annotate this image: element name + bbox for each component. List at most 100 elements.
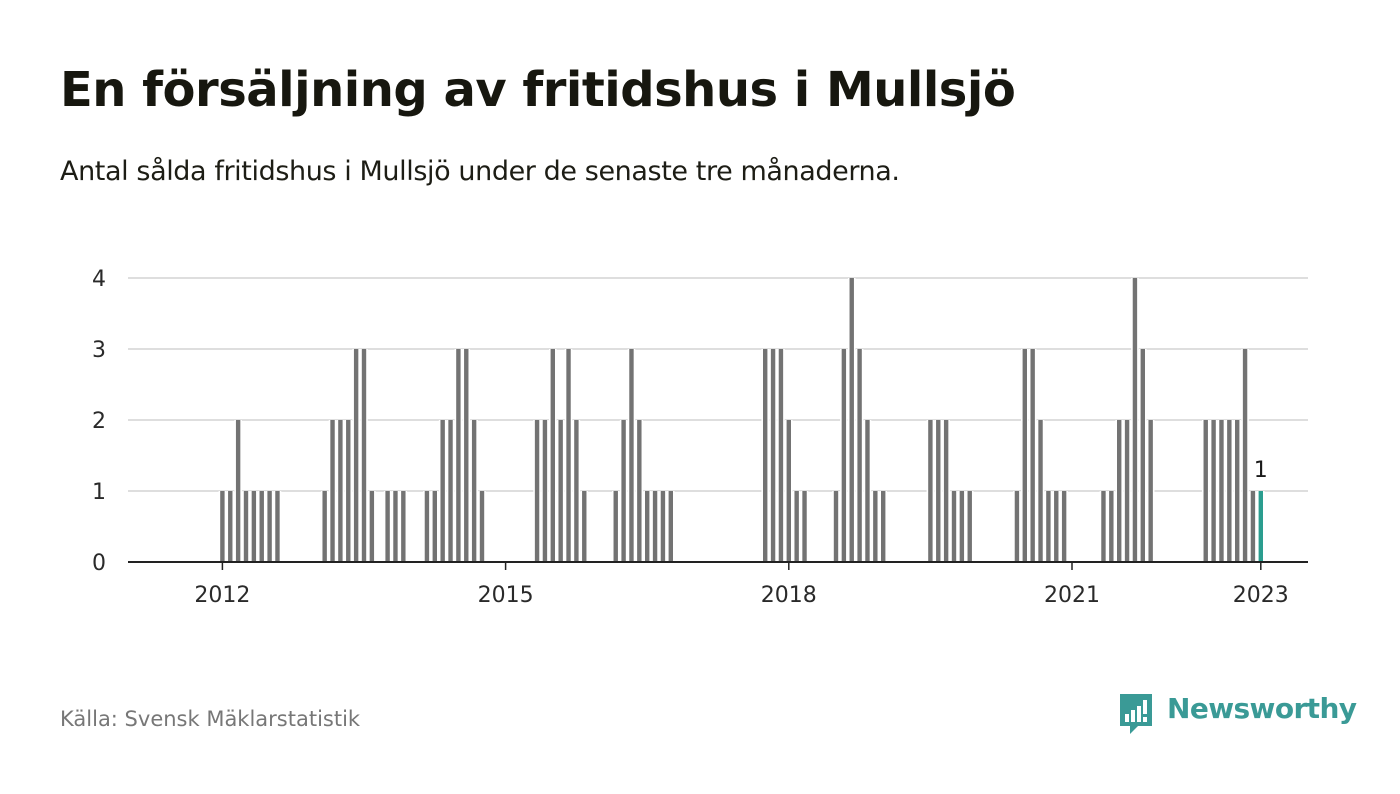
- bar: [763, 349, 768, 562]
- bar: [1148, 420, 1153, 562]
- bar: [1054, 491, 1059, 562]
- bar: [259, 491, 264, 562]
- bar: [613, 491, 618, 562]
- bar: [424, 491, 430, 562]
- bar: [1046, 491, 1051, 562]
- bar: [936, 420, 941, 562]
- bar: [1219, 420, 1224, 562]
- brand-logo: Newsworthy: [1118, 690, 1358, 740]
- bar: [629, 349, 634, 562]
- bar: [881, 491, 886, 562]
- bar: [220, 491, 225, 562]
- bar: [668, 491, 673, 562]
- bar: [401, 491, 406, 562]
- bar: [943, 420, 949, 562]
- data-labels: 1: [1254, 458, 1268, 483]
- bar: [558, 420, 563, 562]
- bar: [1132, 278, 1138, 562]
- bar: [841, 349, 847, 562]
- y-tick-label: 1: [92, 480, 106, 505]
- bar: [786, 420, 791, 562]
- bar: [448, 420, 453, 562]
- data-label: 1: [1254, 458, 1268, 483]
- bar: [1014, 491, 1020, 562]
- y-tick-label: 2: [92, 409, 106, 434]
- bar: [1124, 420, 1130, 562]
- bar: [243, 491, 249, 562]
- bar: [1022, 349, 1027, 562]
- bar: [1235, 420, 1240, 562]
- bar: [1101, 491, 1106, 562]
- x-tick-label: 2023: [1233, 583, 1289, 608]
- bar: [456, 349, 461, 562]
- bar: [857, 349, 862, 562]
- bar: [1030, 349, 1035, 562]
- bar: [660, 491, 666, 562]
- bar: [369, 491, 375, 562]
- bar: [967, 491, 972, 562]
- x-tick-label: 2015: [478, 583, 534, 608]
- bar: [267, 491, 272, 562]
- bar: [1038, 420, 1043, 562]
- bar: [361, 349, 367, 562]
- bar: [849, 278, 854, 562]
- x-tick-label: 2018: [761, 583, 817, 608]
- bar: [1140, 349, 1145, 562]
- y-tick-label: 0: [92, 551, 106, 576]
- bar: [471, 420, 477, 562]
- chart-subtitle: Antal sålda fritidshus i Mullsjö under d…: [60, 156, 900, 187]
- bar: [1109, 491, 1114, 562]
- bar: [574, 420, 579, 562]
- brand-name: Newsworthy: [1167, 692, 1357, 725]
- bar: [464, 349, 469, 562]
- bar: [479, 491, 485, 562]
- bar: [385, 491, 390, 562]
- bar: [440, 420, 445, 562]
- bar: [833, 491, 839, 562]
- bar: [770, 349, 776, 562]
- bar: [432, 491, 437, 562]
- x-tick-label: 2021: [1044, 583, 1100, 608]
- bar: [865, 420, 870, 562]
- bar: [1227, 420, 1232, 562]
- bar: [1203, 420, 1208, 562]
- bar: [802, 491, 807, 562]
- bar: [778, 349, 784, 562]
- x-tick-label: 2012: [194, 583, 250, 608]
- axes: 0 1 2 3 4 2012 2015 2018 2021 2023: [92, 267, 1308, 608]
- bar: [951, 491, 957, 562]
- bar: [330, 420, 335, 562]
- bar: [1211, 420, 1216, 562]
- bar: [534, 420, 540, 562]
- bar: [251, 491, 257, 562]
- source-note: Källa: Svensk Mäklarstatistik: [60, 707, 361, 731]
- bar: [322, 491, 327, 562]
- bar: [1250, 491, 1256, 562]
- bar: [1242, 349, 1248, 562]
- bar: [550, 349, 555, 562]
- bar: [645, 491, 650, 562]
- bar: [1117, 420, 1122, 562]
- bar: [582, 491, 587, 562]
- bars: [218, 278, 1265, 562]
- bar: [566, 349, 571, 562]
- bar: [652, 491, 658, 562]
- bar: [959, 491, 965, 562]
- bar: [637, 420, 642, 562]
- chart-title: En försäljning av fritidshus i Mullsjö: [60, 62, 1016, 118]
- bar: [338, 420, 343, 562]
- y-tick-label: 3: [92, 338, 106, 363]
- bar: [794, 491, 799, 562]
- bar: [1061, 491, 1067, 562]
- bar: [346, 420, 351, 562]
- bar: [228, 491, 233, 562]
- bar: [928, 420, 933, 562]
- bar: [275, 491, 280, 562]
- bar: [873, 491, 878, 562]
- gridlines: [128, 277, 1308, 492]
- bar: [393, 491, 398, 562]
- newsworthy-chart-logo-icon: [1120, 694, 1152, 734]
- bar: [542, 420, 548, 562]
- bar: [621, 420, 626, 562]
- bar: [235, 420, 241, 562]
